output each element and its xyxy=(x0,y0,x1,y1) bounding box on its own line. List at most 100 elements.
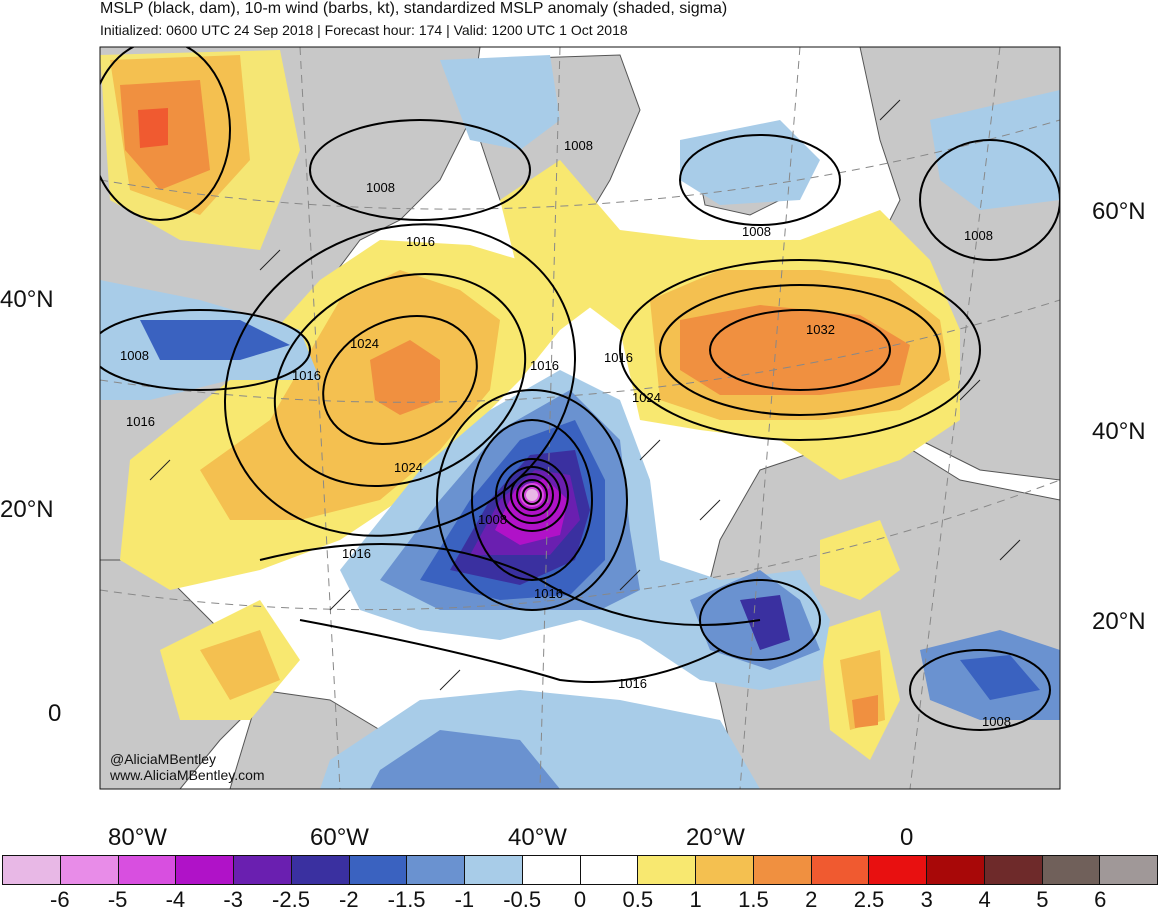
map-border xyxy=(99,46,1061,790)
isobar xyxy=(299,619,721,683)
contour-label: 1008 xyxy=(366,180,395,195)
wind-barb xyxy=(959,379,981,401)
colorbar-cell xyxy=(580,856,639,884)
anomaly-pos-atlantic-core xyxy=(200,270,500,520)
anomaly-neg-east-africa-core xyxy=(960,655,1040,700)
colorbar xyxy=(2,855,1158,885)
colorbar-cell xyxy=(638,856,696,884)
isobar xyxy=(309,119,531,221)
anomaly-neg-hurricane-7 xyxy=(526,489,538,501)
colorbar-label: -1 xyxy=(454,887,475,912)
isobar xyxy=(522,485,542,505)
graticule-line xyxy=(100,119,1060,210)
colorbar-label: -2.5 xyxy=(272,887,310,912)
lon-label: 20°W xyxy=(686,824,745,851)
map-field: 1008 1008 1016 1008 1008 1008 1024 1016 … xyxy=(100,47,1060,789)
isobar xyxy=(909,649,1051,731)
wind-barb xyxy=(879,99,901,121)
contour-label: 1024 xyxy=(632,390,661,405)
chart-subtitle: Initialized: 0600 UTC 24 Sep 2018 | Fore… xyxy=(100,22,628,38)
anomaly-pos-iberia xyxy=(820,520,900,600)
colorbar-cell xyxy=(753,856,812,884)
colorbar-label: -6 xyxy=(50,887,70,912)
contour-label: 1008 xyxy=(964,228,993,243)
contour-label: 1016 xyxy=(126,414,155,429)
wind-barb xyxy=(329,589,351,611)
colorbar-cell xyxy=(811,856,870,884)
colorbar-label: 0.5 xyxy=(622,887,654,912)
graticule-line xyxy=(100,479,1060,611)
colorbar-cell xyxy=(465,856,523,884)
wind-barb xyxy=(259,249,281,271)
isobar xyxy=(709,309,891,391)
contour-label: 1016 xyxy=(534,586,563,601)
anomaly-pos-yukon-peak xyxy=(138,108,168,148)
lat-label-right: 20°N xyxy=(1092,608,1146,635)
isobar xyxy=(436,389,628,611)
wind-barbs xyxy=(149,99,1021,691)
wind-barb xyxy=(999,539,1021,561)
colorbar-cell xyxy=(349,856,408,884)
isobars xyxy=(100,47,1060,731)
colorbar-cell xyxy=(869,856,927,884)
isobar xyxy=(259,543,761,626)
colorbar-cell xyxy=(118,856,177,884)
graticule-line xyxy=(539,47,561,789)
colorbar-cell xyxy=(1042,856,1101,884)
colorbar-cell xyxy=(234,856,292,884)
anomaly-neg-bottom-core xyxy=(370,730,560,789)
isobar xyxy=(495,458,569,532)
isobar xyxy=(471,419,593,581)
colorbar-label: 1 xyxy=(689,887,702,912)
colorbar-label: -5 xyxy=(107,887,128,912)
graticule-line xyxy=(100,299,1060,403)
wind-barb xyxy=(619,569,641,591)
graticule-line xyxy=(739,47,801,789)
contour-label: 1008 xyxy=(742,224,771,239)
isobar xyxy=(503,466,561,524)
colorbar-label: 4 xyxy=(978,887,991,912)
colorbar-cell xyxy=(522,856,581,884)
contour-label: 1016 xyxy=(342,546,371,561)
anomaly-neg-iceland xyxy=(680,120,820,205)
contour-label: 1016 xyxy=(292,368,321,383)
lon-label: 0 xyxy=(900,824,914,851)
colorbar-cell xyxy=(696,856,754,884)
contour-label: 1016 xyxy=(604,350,633,365)
lat-label-right: 40°N xyxy=(1092,418,1146,445)
credit-site: www.AliciaMBentley.com xyxy=(110,767,265,783)
isobar xyxy=(919,139,1060,261)
colorbar-cell xyxy=(407,856,465,884)
anomaly-neg-hudson-core xyxy=(140,320,290,360)
credit-handle: @AliciaMBentley xyxy=(110,751,217,767)
lat-label-right: 60°N xyxy=(1092,198,1146,225)
contour-label: 1008 xyxy=(982,714,1011,729)
colorbar-label: 5 xyxy=(1036,887,1049,912)
colorbar-label: 0 xyxy=(573,887,587,912)
isobar xyxy=(100,309,311,391)
lon-label: 40°W xyxy=(508,824,567,851)
chart-title: MSLP (black, dam), 10-m wind (barbs, kt)… xyxy=(100,0,728,17)
colorbar-label: -4 xyxy=(165,887,186,912)
contour-label: 1016 xyxy=(618,676,647,691)
colorbar-cell xyxy=(984,856,1043,884)
isobar xyxy=(223,223,577,537)
anomaly-pos-caribbean-core xyxy=(200,630,280,700)
colorbar-label: -2 xyxy=(339,887,359,912)
contour-label: 1008 xyxy=(478,512,507,527)
lat-label-left: 40°N xyxy=(0,286,54,313)
contour-label: 1024 xyxy=(350,336,379,351)
isobar xyxy=(322,314,478,446)
colorbar-cell xyxy=(927,856,985,884)
isobar xyxy=(516,479,548,511)
anomaly-pos-europe-max xyxy=(680,305,910,395)
lon-label: 80°W xyxy=(108,824,167,851)
contour-label: 1008 xyxy=(564,138,593,153)
graticule-line xyxy=(299,47,341,789)
colorbar-label: -3 xyxy=(223,887,243,912)
wind-barb xyxy=(149,459,171,481)
colorbar-label: 6 xyxy=(1094,887,1107,912)
anomaly-pos-atlantic-max xyxy=(370,340,440,415)
colorbar-label: 2 xyxy=(805,887,818,912)
